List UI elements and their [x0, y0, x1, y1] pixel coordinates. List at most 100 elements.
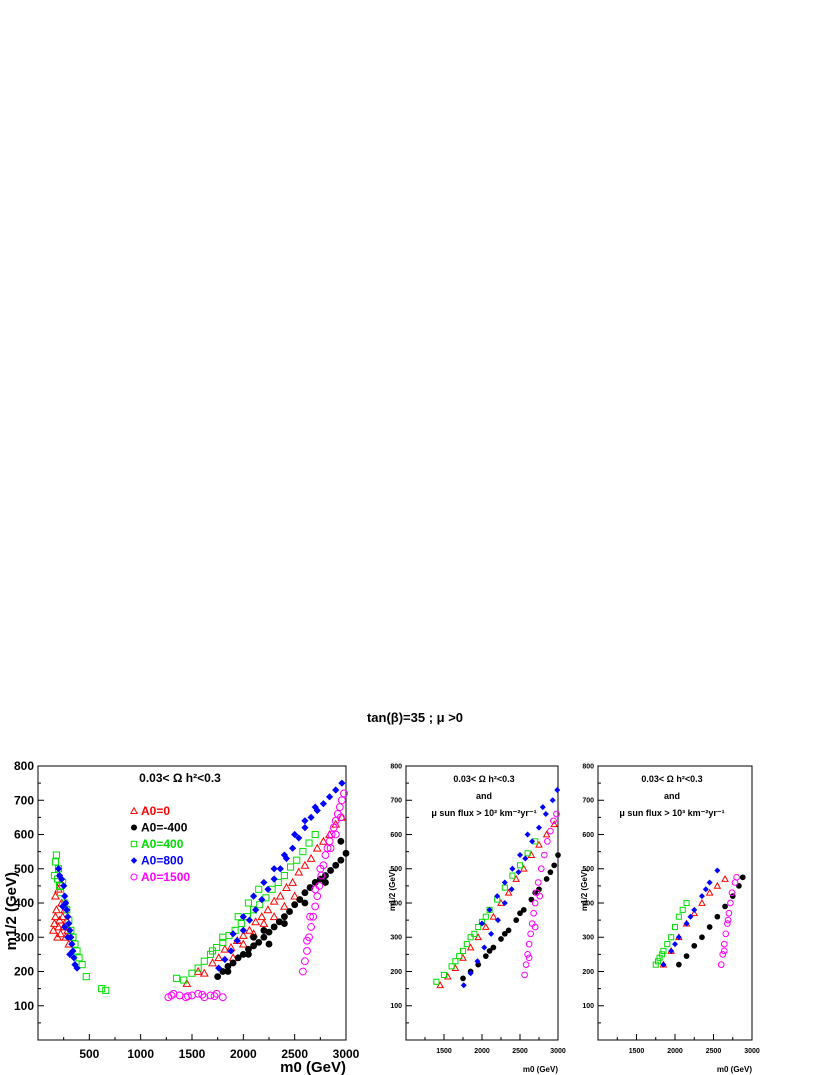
legend-marker	[130, 873, 138, 881]
data-point	[316, 864, 325, 873]
data-point	[229, 930, 237, 938]
data-point	[57, 889, 65, 897]
data-point	[683, 899, 690, 907]
data-point	[62, 899, 70, 907]
data-point	[660, 947, 667, 955]
panel-annotation-line: 0.03< Ω h²<0.3	[139, 771, 221, 785]
data-point	[64, 933, 72, 941]
data-point	[501, 879, 508, 886]
data-point	[260, 933, 268, 941]
data-point	[224, 962, 232, 970]
data-point	[555, 852, 561, 858]
y-tick-label: 400	[582, 900, 594, 907]
data-point	[658, 951, 665, 958]
data-point	[553, 810, 560, 818]
data-point	[212, 989, 221, 998]
data-point	[527, 930, 534, 938]
data-point	[498, 936, 504, 942]
data-point	[544, 838, 551, 845]
data-point	[64, 913, 72, 921]
data-point	[295, 834, 303, 842]
data-point	[215, 964, 223, 972]
series-A0_-400	[676, 874, 746, 968]
y-tick-label: 500	[14, 862, 34, 876]
data-point	[307, 923, 316, 931]
x-tick-label: 2000	[474, 1048, 490, 1055]
data-point	[270, 865, 278, 873]
data-point	[299, 848, 307, 856]
y-tick-label: 200	[582, 969, 594, 976]
data-point	[290, 891, 300, 900]
panel-annotation-line: μ sun flux > 10³ km⁻²yr⁻¹	[619, 808, 724, 818]
data-point	[332, 861, 340, 869]
data-point	[479, 920, 485, 927]
data-point	[675, 934, 682, 941]
data-point	[260, 878, 268, 887]
data-point	[301, 824, 309, 832]
legend-marker	[130, 824, 138, 831]
data-point	[194, 964, 202, 972]
data-point	[720, 940, 728, 948]
y-tick-label: 300	[390, 935, 402, 942]
data-point	[474, 933, 483, 941]
data-point	[323, 844, 332, 853]
data-point	[224, 968, 232, 975]
data-point	[245, 945, 252, 953]
series-A0_800	[460, 786, 561, 989]
data-point	[508, 886, 515, 893]
y-tick-label: 800	[582, 763, 594, 770]
y-tick-label: 100	[582, 1003, 594, 1010]
data-point	[668, 934, 675, 941]
data-point	[466, 943, 475, 951]
data-point	[516, 862, 524, 869]
data-point	[279, 901, 289, 910]
x-tick-label: 1000	[127, 1047, 154, 1061]
data-point	[342, 849, 350, 857]
data-point	[319, 800, 328, 808]
data-point	[303, 947, 311, 955]
data-point	[61, 923, 69, 931]
data-point	[326, 844, 335, 853]
x-tick-label: 2000	[230, 1047, 257, 1061]
data-point	[291, 830, 299, 839]
data-point	[486, 948, 493, 954]
y-tick-label: 300	[14, 930, 34, 944]
data-point	[321, 851, 330, 859]
y-tick-label: 800	[390, 763, 402, 770]
data-point	[301, 899, 309, 907]
y-tick-label: 400	[14, 896, 34, 910]
data-point	[739, 874, 746, 881]
data-point	[536, 892, 544, 900]
data-point	[336, 813, 345, 822]
y-tick-label: 200	[390, 969, 402, 976]
data-point	[335, 803, 344, 812]
data-point	[194, 989, 203, 998]
data-point	[528, 896, 535, 903]
data-point	[691, 906, 698, 913]
y-tick-label: 100	[390, 1003, 402, 1010]
data-point	[311, 902, 320, 911]
data-point	[167, 991, 176, 1000]
data-point	[66, 950, 74, 958]
data-point	[298, 967, 307, 976]
data-point	[282, 882, 291, 891]
data-point	[260, 926, 268, 934]
panel-annotation-line: μ sun flux > 10² km⁻²yr⁻¹	[431, 808, 536, 818]
data-point	[255, 885, 263, 893]
data-point	[706, 924, 713, 930]
data-point	[443, 972, 452, 980]
data-point	[54, 865, 63, 873]
data-point	[306, 853, 316, 862]
data-point	[513, 917, 520, 923]
data-point	[301, 817, 309, 825]
data-point	[733, 873, 740, 881]
data-point	[327, 830, 336, 839]
data-point	[494, 917, 501, 924]
data-point	[456, 953, 463, 960]
data-point	[51, 912, 60, 921]
data-point	[263, 905, 273, 914]
data-point	[705, 888, 714, 896]
data-point	[54, 922, 63, 931]
data-point	[280, 913, 288, 921]
